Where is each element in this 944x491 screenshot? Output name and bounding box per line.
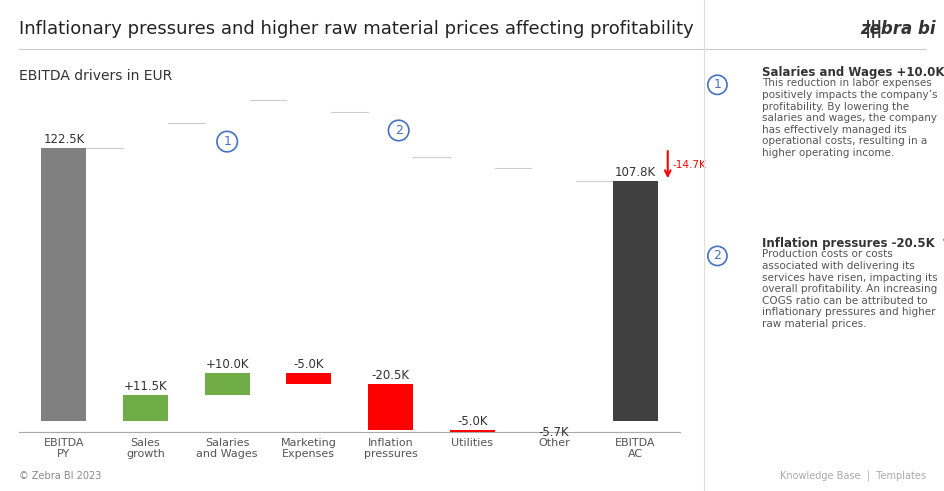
Text: 1: 1 — [713, 78, 720, 91]
Text: 107.8K: 107.8K — [615, 166, 655, 179]
Text: 2: 2 — [713, 249, 720, 262]
Text: © Zebra BI 2023: © Zebra BI 2023 — [19, 471, 101, 481]
Bar — [613, 181, 657, 421]
Text: -5.7K: -5.7K — [538, 426, 568, 439]
Text: +11.5K: +11.5K — [124, 380, 167, 393]
Text: This reduction in labor expenses positively impacts the company’s profitability.: This reduction in labor expenses positiv… — [762, 78, 936, 158]
Bar — [205, 373, 249, 395]
Text: Salaries and Wages +10.0K  ▲: Salaries and Wages +10.0K ▲ — [762, 66, 944, 79]
Bar — [123, 395, 168, 421]
Text: Inflation pressures -20.5K  ▼: Inflation pressures -20.5K ▼ — [762, 237, 944, 250]
Text: zebra bi: zebra bi — [859, 20, 935, 38]
Text: -5.0K: -5.0K — [456, 414, 487, 428]
Text: 1: 1 — [223, 135, 231, 148]
Bar — [531, 441, 576, 454]
Text: Production costs or costs associated with delivering its services have risen, im: Production costs or costs associated wit… — [762, 249, 937, 329]
Text: -5.0K: -5.0K — [294, 358, 324, 371]
Text: EBITDA drivers in EUR: EBITDA drivers in EUR — [19, 69, 172, 83]
Text: Knowledge Base  |  Templates: Knowledge Base | Templates — [780, 471, 925, 481]
Bar — [449, 430, 494, 441]
Bar — [286, 373, 331, 384]
Text: Inflationary pressures and higher raw material prices affecting profitability: Inflationary pressures and higher raw ma… — [19, 20, 693, 38]
Text: 122.5K: 122.5K — [43, 133, 84, 146]
Text: |||: ||| — [865, 20, 883, 38]
Text: -20.5K: -20.5K — [371, 369, 409, 382]
Text: 2: 2 — [395, 124, 402, 137]
Text: +10.0K: +10.0K — [205, 358, 248, 371]
Bar — [42, 148, 86, 421]
Text: -14.7K: -14.7K — [672, 160, 706, 170]
Bar — [367, 384, 413, 430]
